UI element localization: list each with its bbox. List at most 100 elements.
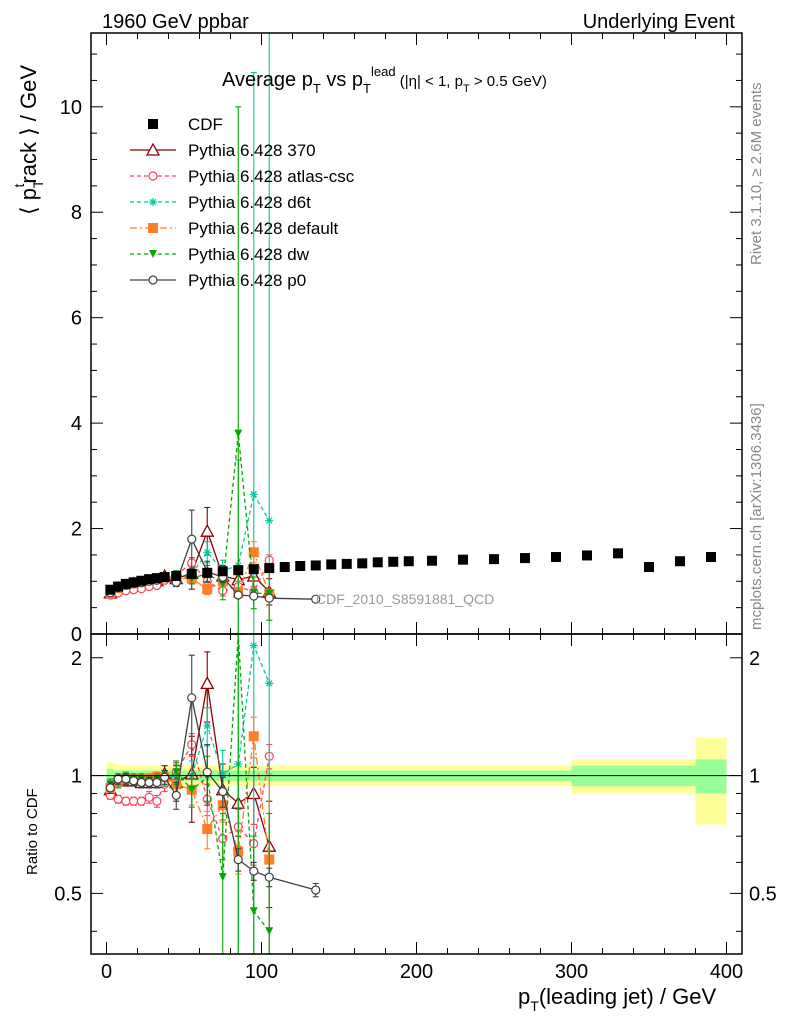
data-point bbox=[489, 554, 499, 565]
data-point bbox=[152, 796, 162, 806]
data-point bbox=[128, 577, 139, 588]
y-tick-label: 0 bbox=[71, 624, 82, 646]
data-point bbox=[129, 796, 139, 806]
data-point bbox=[202, 567, 213, 578]
data-point bbox=[403, 556, 414, 567]
data-point bbox=[233, 854, 243, 865]
rivet-version-label: Rivet 3.1.10, ≥ 2.6M events bbox=[748, 82, 765, 266]
y-axis-label-ratio: Ratio to CDF bbox=[24, 788, 41, 875]
legend-marker bbox=[148, 171, 158, 181]
ratio-y-tick-label-left: 2 bbox=[71, 648, 82, 670]
data-point bbox=[200, 523, 215, 537]
data-point bbox=[613, 548, 623, 559]
data-point bbox=[264, 593, 274, 603]
data-point bbox=[159, 572, 170, 583]
legend-entry: Pythia 6.428 atlas-csc bbox=[130, 167, 355, 186]
series-line bbox=[110, 642, 270, 785]
svg-text:pT(leading jet) / GeV: pT(leading jet) / GeV bbox=[518, 984, 716, 1014]
data-point bbox=[265, 679, 274, 688]
legend-entry: Pythia 6.428 p0 bbox=[130, 271, 306, 290]
data-point bbox=[357, 558, 368, 569]
data-point bbox=[186, 568, 197, 579]
data-point bbox=[551, 552, 561, 563]
header-right: Underlying Event bbox=[583, 11, 736, 33]
data-point bbox=[264, 872, 274, 882]
legend: CDF Pythia 6.428 370 Pythia 6.428 atlas-cs… bbox=[130, 115, 355, 290]
data-point bbox=[311, 594, 321, 604]
ratio-y-tick-label-right: 2 bbox=[749, 648, 760, 670]
data-point bbox=[388, 556, 399, 567]
data-point bbox=[160, 772, 170, 782]
data-point bbox=[171, 571, 182, 582]
data-point bbox=[264, 563, 275, 574]
data-point bbox=[279, 562, 290, 573]
data-point bbox=[233, 565, 244, 576]
legend-entry: Pythia 6.428 370 bbox=[130, 141, 316, 160]
data-point bbox=[295, 560, 306, 571]
legend-label: Pythia 6.428 d6t bbox=[188, 193, 311, 212]
legend-marker bbox=[148, 223, 158, 233]
data-point bbox=[675, 556, 685, 567]
data-point bbox=[249, 490, 258, 499]
data-point bbox=[218, 873, 227, 882]
ratio-y-tick-label-left: 0.5 bbox=[54, 883, 82, 905]
data-point bbox=[187, 534, 197, 544]
data-point bbox=[203, 721, 212, 730]
ratio-series-pythia-6-428-atlas-csc bbox=[105, 733, 274, 866]
data-point bbox=[200, 676, 215, 690]
data-point bbox=[187, 785, 196, 794]
chart-title: Average pT vs pTlead (|η| < 1, pT > 0.5 … bbox=[222, 64, 547, 96]
data-point bbox=[218, 786, 228, 797]
ratio-series bbox=[103, 633, 321, 955]
y-axis-label-main: ⟨ pTtrack ⟩ / GeV bbox=[11, 65, 46, 215]
legend-entry: Pythia 6.428 dw bbox=[130, 245, 310, 264]
legend-entry: Pythia 6.428 default bbox=[130, 219, 339, 238]
ratio-y-tick-label-left: 1 bbox=[71, 766, 82, 788]
data-point bbox=[249, 866, 259, 876]
data-point bbox=[644, 562, 654, 573]
ratio-y-tick-label-right: 1 bbox=[749, 766, 760, 788]
data-point bbox=[265, 516, 274, 525]
legend-entry: Pythia 6.428 d6t bbox=[130, 193, 311, 212]
data-point bbox=[113, 794, 123, 804]
data-point bbox=[217, 566, 228, 577]
data-point bbox=[233, 590, 243, 600]
svg-text:Average pT vs pTlead (|η| < 1,: Average pT vs pTlead (|η| < 1, pT > 0.5 … bbox=[222, 64, 547, 96]
data-point bbox=[113, 774, 123, 784]
y-tick-label: 4 bbox=[71, 413, 82, 435]
legend-marker bbox=[149, 250, 157, 258]
data-point bbox=[136, 575, 147, 586]
y-tick-label: 6 bbox=[71, 308, 82, 330]
data-point bbox=[136, 796, 146, 806]
data-point bbox=[202, 767, 212, 777]
data-point bbox=[265, 927, 274, 936]
data-point bbox=[144, 574, 155, 585]
x-tick-label: 400 bbox=[710, 961, 743, 983]
y-tick-label: 8 bbox=[71, 202, 82, 224]
data-point bbox=[706, 552, 716, 563]
data-point bbox=[520, 553, 530, 564]
data-point bbox=[248, 731, 259, 742]
data-point bbox=[203, 548, 212, 557]
y-tick-label: 2 bbox=[71, 519, 82, 541]
legend-label: Pythia 6.428 default bbox=[188, 219, 339, 238]
x-tick-label: 200 bbox=[400, 961, 433, 983]
data-point bbox=[372, 557, 383, 568]
legend-label: CDF bbox=[188, 115, 223, 134]
data-point bbox=[151, 573, 162, 584]
uncertainty-band-inner bbox=[695, 759, 727, 794]
y-tick-label: 10 bbox=[60, 97, 82, 119]
data-point bbox=[234, 429, 243, 438]
x-tick-label: 0 bbox=[101, 961, 112, 983]
legend-marker bbox=[148, 119, 158, 129]
svg-text:⟨ pTtrack ⟩ / GeV: ⟨ pTtrack ⟩ / GeV bbox=[11, 65, 46, 215]
data-point bbox=[105, 783, 115, 793]
data-point bbox=[121, 796, 131, 806]
data-point bbox=[311, 885, 321, 895]
data-point bbox=[202, 584, 213, 595]
data-point bbox=[427, 555, 437, 566]
data-point bbox=[171, 790, 181, 800]
data-point bbox=[121, 774, 131, 784]
